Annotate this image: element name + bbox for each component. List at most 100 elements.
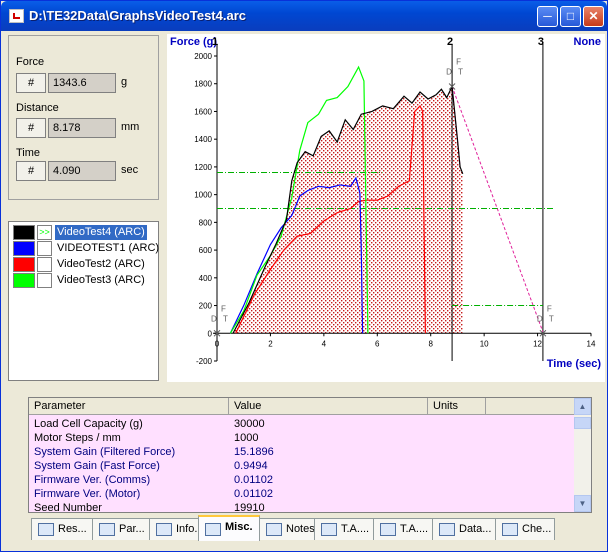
marker-label-2: 2 [447, 36, 453, 48]
x-tick-label: 2 [268, 339, 273, 348]
splitter[interactable] [1, 386, 607, 391]
scroll-thumb[interactable] [574, 417, 591, 429]
legend-swatch [13, 257, 35, 272]
point-label-start-t: T [223, 314, 228, 323]
tab-label: T.A.... [341, 523, 370, 535]
point-cross [539, 329, 547, 337]
legend-swatch [13, 241, 35, 256]
legend-checkbox[interactable] [37, 273, 52, 288]
y-tick-label: 400 [199, 274, 213, 283]
y-tick-label: 600 [199, 246, 213, 255]
col-header-parameter[interactable]: Parameter [29, 398, 229, 415]
table-row[interactable]: Firmware Ver. (Comms) 0.01102 [29, 473, 575, 487]
tab-ta2[interactable]: T.A.... [373, 518, 433, 540]
scroll-down-icon[interactable]: ▼ [574, 495, 591, 512]
legend-item-videotest2[interactable]: VideoTest2 (ARC) [13, 257, 156, 272]
col-header-units[interactable]: Units [428, 398, 486, 415]
tab-label: Par... [119, 523, 145, 535]
point-label-start-f: F [221, 304, 226, 313]
param-value: 0.01102 [234, 488, 273, 500]
x-axis-title: Time (sec) [547, 358, 602, 370]
table-header: Parameter Value Units [29, 398, 575, 415]
param-name: System Gain (Fast Force) [34, 460, 160, 472]
tab-ta[interactable]: T.A.... [314, 518, 374, 540]
distance-value: 8.178 [48, 118, 116, 138]
tab-info[interactable]: Info. [149, 518, 199, 540]
tab-label: Misc. [225, 521, 253, 533]
tab-params[interactable]: Par... [92, 518, 150, 540]
y-axis-title: Force (g) [170, 36, 217, 48]
y-tick-label: 2000 [194, 52, 212, 61]
tab-label: Info. [176, 523, 198, 535]
results-icon [38, 523, 54, 536]
legend-label: VideoTest3 (ARC) [57, 274, 145, 286]
table-row[interactable]: Seed Number 19910 [29, 501, 575, 513]
legend-checkbox[interactable] [37, 241, 52, 256]
table-row[interactable]: Motor Steps / mm 1000 [29, 431, 575, 445]
table-row[interactable]: Load Cell Capacity (g) 30000 [29, 417, 575, 431]
title-bar[interactable]: D:\TE32Data\GraphsVideoTest4.arc ─ □ ✕ [1, 1, 607, 31]
legend-checkbox[interactable] [37, 257, 52, 272]
parameter-table: Parameter Value Units Load Cell Capacity… [28, 397, 592, 513]
legend-item-videotest3[interactable]: VideoTest3 (ARC) [13, 273, 156, 288]
distance-hash-button[interactable]: # [16, 118, 46, 138]
close-button[interactable]: ✕ [583, 6, 604, 27]
param-value: 15.1896 [234, 446, 274, 458]
tab-check[interactable]: Che... [495, 518, 555, 540]
point-label-peak-d: D [446, 68, 452, 77]
force-hash-button[interactable]: # [16, 73, 46, 93]
tab-misc[interactable]: Misc. [198, 515, 260, 541]
force-label: Force [16, 56, 45, 68]
tab-results[interactable]: Res... [31, 518, 93, 540]
y-tick-label: 0 [208, 329, 213, 338]
x-tick-label: 12 [533, 339, 542, 348]
legend-swatch [13, 273, 35, 288]
table-row[interactable]: System Gain (Fast Force) 0.9494 [29, 459, 575, 473]
x-tick-label: 6 [375, 339, 380, 348]
scroll-up-icon[interactable]: ▲ [574, 398, 591, 415]
legend-item-videotest1[interactable]: VIDEOTEST1 (ARC) [13, 241, 159, 256]
table-row[interactable]: System Gain (Filtered Force) 15.1896 [29, 445, 575, 459]
point-cross [213, 329, 221, 337]
distance-label: Distance [16, 102, 59, 114]
force-time-chart[interactable]: -200 0 200 400 600 800 1000 1200 1400 1600 1800 200… [167, 34, 605, 382]
point-label-end-f: F [547, 304, 552, 313]
force-unit: g [121, 76, 128, 88]
readout-panel: Force # 1343.6 g Distance # 8.178 mm Tim… [8, 35, 159, 200]
minimize-button[interactable]: ─ [537, 6, 558, 27]
point-label-end-d: D [537, 314, 543, 323]
selected-marker-icon: >> [37, 225, 52, 240]
slope-line [451, 86, 544, 333]
notes-icon [266, 523, 282, 536]
force-value: 1343.6 [48, 73, 116, 93]
time-hash-button[interactable]: # [16, 161, 46, 181]
param-name: Motor Steps / mm [34, 432, 121, 444]
point-label-peak-f: F [456, 58, 461, 67]
table-row[interactable]: Firmware Ver. (Motor) 0.01102 [29, 487, 575, 501]
tab-data[interactable]: Data... [432, 518, 496, 540]
legend-item-videotest4[interactable]: >> VideoTest4 (ARC) [13, 225, 156, 240]
window-title: D:\TE32Data\GraphsVideoTest4.arc [29, 8, 246, 23]
tab-label: T.A.... [400, 523, 429, 535]
time-unit: sec [121, 164, 139, 176]
tab-label: Che... [522, 523, 552, 535]
point-label-start-d: D [211, 314, 217, 323]
param-value: 19910 [234, 502, 265, 513]
param-value: 1000 [234, 432, 259, 444]
graph-legend-list[interactable]: >> VideoTest4 (ARC) VIDEOTEST1 (ARC) Vid… [8, 221, 159, 381]
param-name: Seed Number [34, 502, 102, 513]
param-name: Firmware Ver. (Motor) [34, 488, 141, 500]
param-value: 30000 [234, 418, 265, 430]
vertical-scrollbar[interactable]: ▲ ▼ [574, 398, 591, 512]
tab-label: Notes [286, 523, 315, 535]
y-tick-label: 800 [199, 218, 213, 227]
info-icon [156, 523, 172, 536]
series-line-videotest1 [229, 176, 364, 334]
col-header-value[interactable]: Value [229, 398, 428, 415]
tab-notes[interactable]: Notes [259, 518, 315, 540]
x-tick-label: 14 [587, 339, 596, 348]
maximize-button[interactable]: □ [560, 6, 581, 27]
params-icon [99, 523, 115, 536]
series-line-videotest4 [232, 84, 464, 334]
graph-area[interactable]: -200 0 200 400 600 800 1000 1200 1400 1600 1800 200… [167, 34, 605, 382]
